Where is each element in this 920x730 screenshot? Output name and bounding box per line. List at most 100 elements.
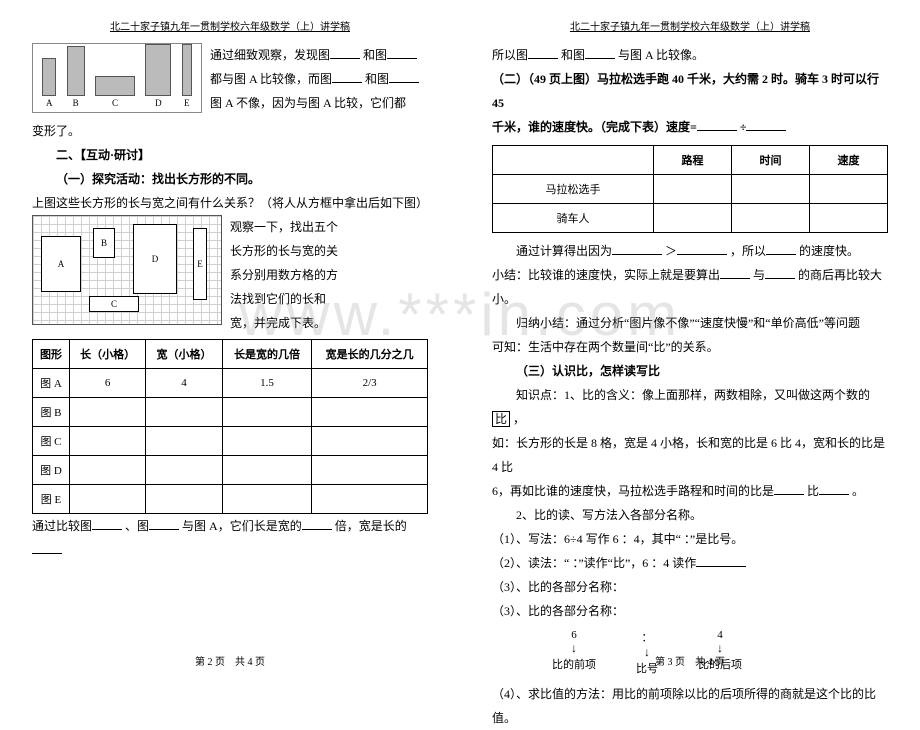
text: 小结：比较谁的速度快，实际上就是要算出 <box>492 268 720 282</box>
text: 通过比较图 <box>32 519 92 533</box>
text: （2）、读法：“ ：”读作“比”，6 ：4 读作 <box>492 556 696 570</box>
td: 图 D <box>33 456 70 485</box>
induce-b: 可知：生活中存在两个数量间“比”的关系。 <box>492 335 888 359</box>
induce-a: 归纳小结：通过分析“图片像不像”“速度快慢”和“单价高低”等问题 <box>492 311 888 335</box>
td: 4 <box>146 369 222 398</box>
text: 的速度快。 <box>799 244 859 258</box>
page-header-left: 北二十家子镇九年一贯制学校六年级数学（上）讲学稿 <box>32 18 428 33</box>
text: ＞ <box>665 244 677 258</box>
td: 图 A <box>33 369 70 398</box>
footer-right: 第 3 页 共 4 页 <box>460 653 920 668</box>
td: 2/3 <box>312 369 428 398</box>
text: 千米，谁的速度快。（完成下表）速度= <box>492 120 697 134</box>
rect-table: 图形 长（小格） 宽（小格） 长是宽的几倍 宽是长的几分之几 图 A 6 4 1… <box>32 339 428 514</box>
top-line: 所以图 和图 与图 A 比较像。 <box>492 43 888 67</box>
text: 与图 A，它们长是宽的 <box>182 519 302 533</box>
table-row: 图 B <box>33 398 428 427</box>
p4: （4）、求比值的方法：用比的前项除以比的后项所得的商就是这个比的比值。 <box>492 682 888 730</box>
text: 知识点：1、比的含义：像上面那样，两数相除，又叫做这两个数的 <box>516 388 870 402</box>
question-1: 上图这些长方形的长与宽之间有什么关系？（将人从方框中拿出后如下图） <box>32 191 428 215</box>
activity-2-title: （二）（49 页上图）马拉松选手跑 40 千米，大约需 2 时。骑车 3 时可以… <box>492 67 888 115</box>
para-4: 变形了。 <box>32 119 428 143</box>
text: 观察一下，找出五个 <box>230 220 338 234</box>
th: 路程 <box>654 146 732 175</box>
text: 宽，并完成下表。 <box>230 316 326 330</box>
point-2: 2、比的读、写方法入各部分名称。 <box>492 503 888 527</box>
text: ，所以 <box>730 244 766 258</box>
ratio-den: 4 <box>698 629 742 641</box>
text: 和图 <box>561 48 585 62</box>
text: 通过细致观察，发现图 <box>210 48 330 62</box>
th: 长（小格） <box>69 340 145 369</box>
cartoon-label: A <box>46 98 53 108</box>
th: 宽是长的几分之几 <box>312 340 428 369</box>
rect-a: A <box>41 236 81 292</box>
page-header-right: 北二十家子镇九年一贯制学校六年级数学（上）讲学稿 <box>492 18 888 33</box>
text: 都与图 A 比较像，而图 <box>210 72 332 86</box>
table-row: 马拉松选手 <box>493 175 888 204</box>
th: 时间 <box>732 146 810 175</box>
boxed-bi: 比 <box>492 411 510 427</box>
cartoon-label: C <box>112 98 118 108</box>
know-1: 知识点：1、比的含义：像上面那样，两数相除，又叫做这两个数的 比 ， <box>492 383 888 431</box>
footer-left: 第 2 页 共 4 页 <box>0 653 460 668</box>
text: 法找到它们的长和 <box>230 292 326 306</box>
text: 。 <box>852 484 864 498</box>
page-left: 北二十家子镇九年一贯制学校六年级数学（上）讲学稿 A B C D E 通过细致观… <box>0 0 460 676</box>
text: 与 <box>753 268 765 282</box>
summary-line: 小结：比较谁的速度快，实际上就是要算出 与 的商后再比较大小。 <box>492 263 888 311</box>
text: 系分别用数方格的方 <box>230 268 338 282</box>
text: 长方形的长与宽的关 <box>230 244 338 258</box>
p3b: （3）、比的各部分名称： <box>492 599 888 623</box>
th: 宽（小格） <box>146 340 222 369</box>
table-header-row: 路程 时间 速度 <box>493 146 888 175</box>
cartoon-b: B <box>67 46 85 108</box>
calc-line: 通过计算得出因为 ＞ ，所以 的速度快。 <box>492 239 888 263</box>
table-row: 图 C <box>33 427 428 456</box>
cartoon-c: C <box>95 76 135 108</box>
ratio-num: 6 <box>552 629 596 641</box>
activity-1-title: （一）探究活动：找出长方形的不同。 <box>32 167 428 191</box>
cartoon-d: D <box>145 44 171 108</box>
cartoon-row: A B C D E <box>32 43 202 113</box>
know-3: 6，再如比谁的速度快，马拉松选手路程和时间的比是 比 。 <box>492 479 888 503</box>
table-row: 图 D <box>33 456 428 485</box>
p1: （1）、写法：6÷4 写作 6 ：4，其中“ ：”是比号。 <box>492 527 888 551</box>
text: 6，再如比谁的速度快，马拉松选手路程和时间的比是 <box>492 484 774 498</box>
rect-b: B <box>93 228 115 258</box>
speed-table: 路程 时间 速度 马拉松选手 骑车人 <box>492 145 888 233</box>
text: 、图 <box>125 519 149 533</box>
td: 马拉松选手 <box>493 175 654 204</box>
rect-d: D <box>133 224 177 294</box>
bottom-line: 通过比较图 、图 与图 A，它们长是宽的 倍，宽是长的 <box>32 514 428 562</box>
th: 速度 <box>809 146 887 175</box>
know-2: 如：长方形的长是 8 格，宽是 4 小格，长和宽的比是 6 比 4，宽和长的比是… <box>492 431 888 479</box>
text: 所以图 <box>492 48 528 62</box>
text: 倍，宽是长的 <box>335 519 407 533</box>
section-3-title: （三）认识比，怎样读写比 <box>492 359 888 383</box>
p2: （2）、读法：“ ：”读作“比”，6 ：4 读作 <box>492 551 888 575</box>
page-right: 北二十家子镇九年一贯制学校六年级数学（上）讲学稿 所以图 和图 与图 A 比较像… <box>460 0 920 676</box>
cartoon-label: B <box>73 98 79 108</box>
text: ÷ <box>740 120 747 134</box>
cartoon-label: E <box>184 98 190 108</box>
td: 骑车人 <box>493 204 654 233</box>
table-row: 图 E <box>33 485 428 514</box>
text: 和图 <box>365 72 389 86</box>
ratio-colon: ： <box>636 629 658 645</box>
th: 图形 <box>33 340 70 369</box>
p3: （3）、比的各部分名称： <box>492 575 888 599</box>
td: 图 B <box>33 398 70 427</box>
th <box>493 146 654 175</box>
rect-e: E <box>193 228 207 300</box>
text: 比 <box>807 484 819 498</box>
td: 6 <box>69 369 145 398</box>
section-2-title: 二、【互动·研讨】 <box>32 143 428 167</box>
rect-c: C <box>89 296 139 312</box>
td: 图 C <box>33 427 70 456</box>
activity-2-title-2: 千米，谁的速度快。（完成下表）速度= ÷ <box>492 115 888 139</box>
td: 1.5 <box>222 369 312 398</box>
table-header-row: 图形 长（小格） 宽（小格） 长是宽的几倍 宽是长的几分之几 <box>33 340 428 369</box>
td: 图 E <box>33 485 70 514</box>
cartoon-a: A <box>42 58 56 108</box>
